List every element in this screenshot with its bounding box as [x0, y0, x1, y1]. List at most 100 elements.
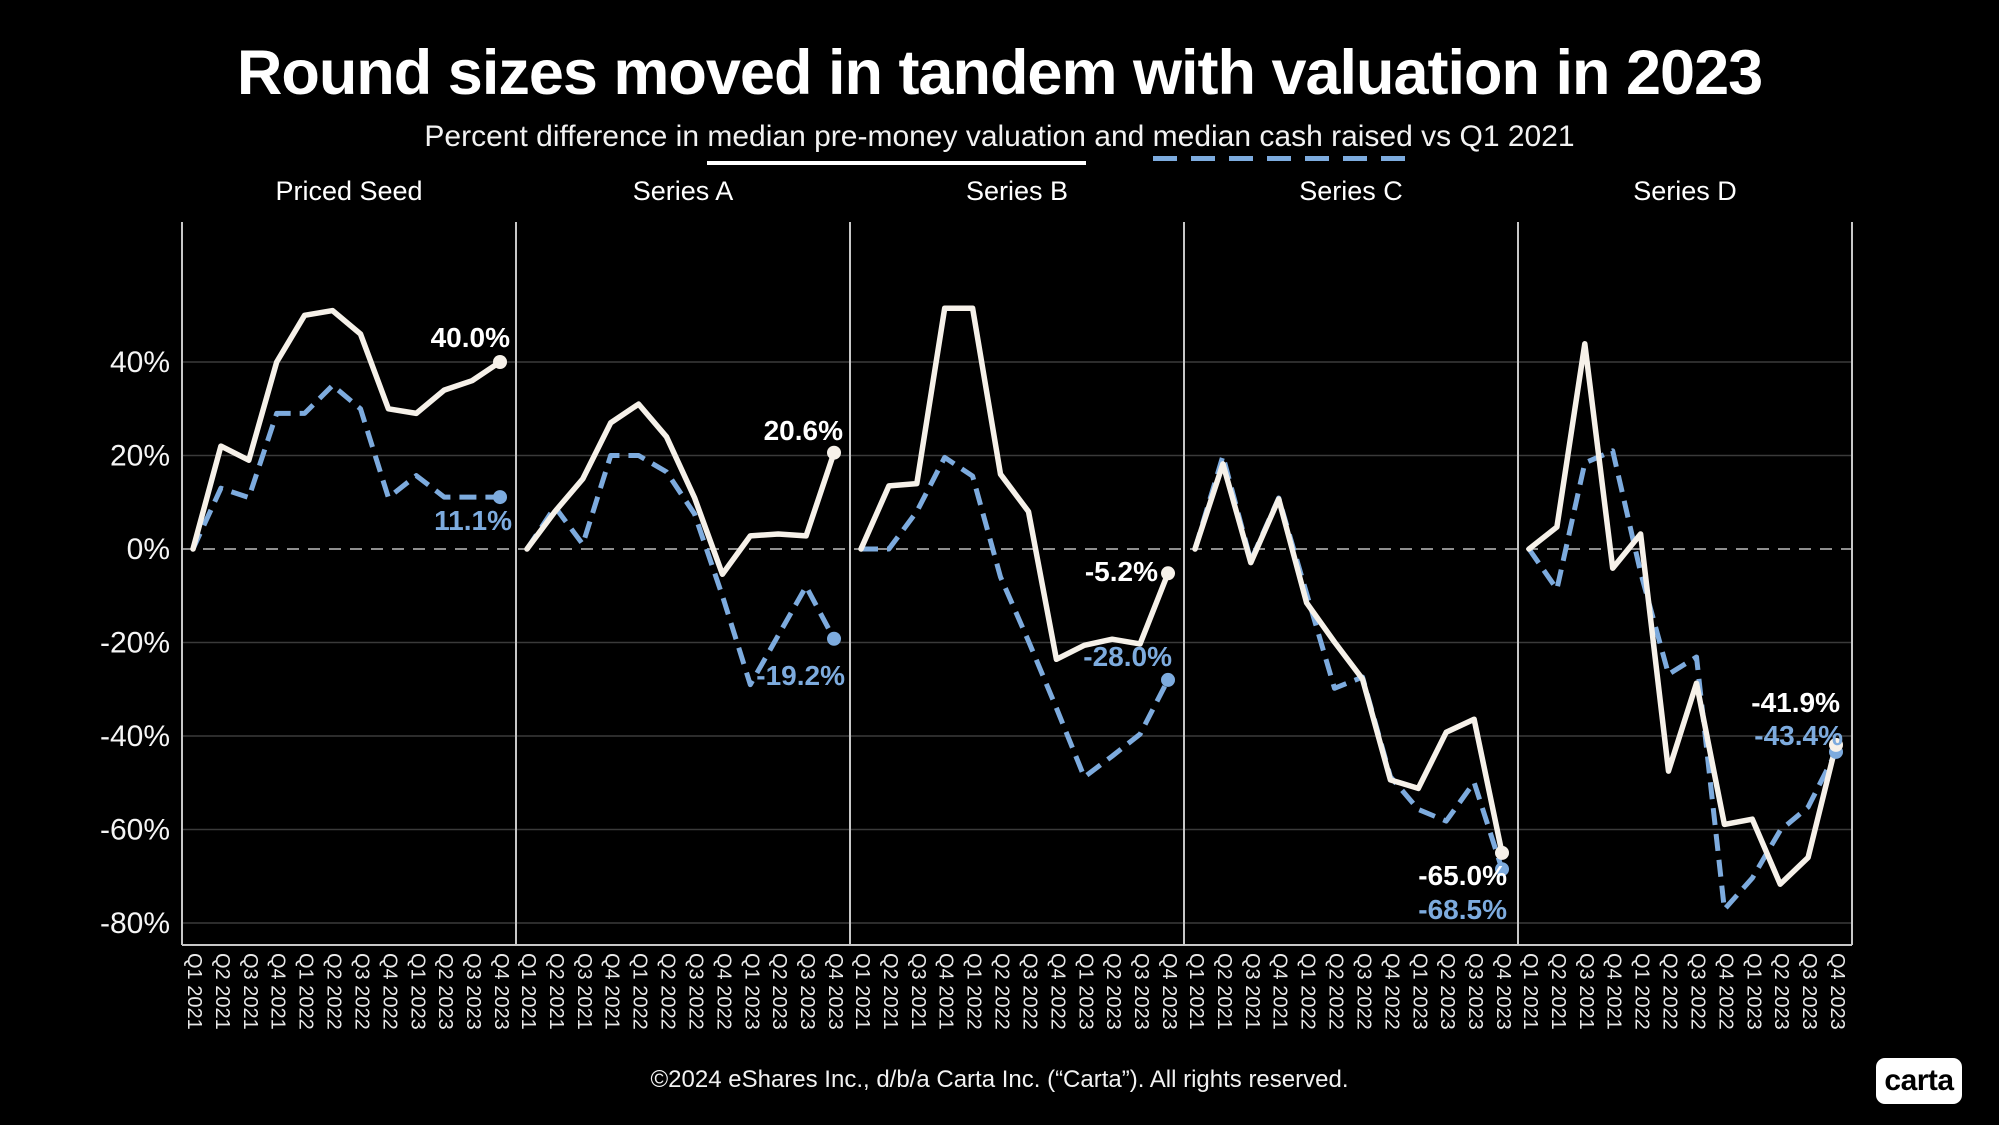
x-axis-tick-label: Q2 2021: [545, 953, 567, 1030]
x-axis-tick-label: Q4 2022: [1714, 953, 1736, 1030]
panel-title-series-c: Series C: [1299, 176, 1403, 206]
end-label-valuation-priced-seed: 40.0%: [431, 322, 510, 353]
x-axis-tick-label: Q2 2022: [1659, 953, 1681, 1030]
end-label-valuation-series-c: -65.0%: [1418, 860, 1507, 891]
end-label-cash-series-d: -43.4%: [1754, 720, 1843, 751]
series-cash-raised-priced-seed: [190, 382, 500, 551]
series-valuation-series-c: [1192, 461, 1505, 856]
x-axis-tick-label: Q3 2021: [907, 953, 929, 1030]
x-axis-tick-label: Q3 2021: [573, 953, 595, 1030]
x-axis-tick-label: Q1 2023: [740, 953, 762, 1030]
x-axis-tick-label: Q2 2023: [434, 953, 456, 1030]
x-axis-tick-label: Q3 2021: [239, 953, 261, 1030]
x-axis-tick-label: Q1 2023: [406, 953, 428, 1030]
x-axis-tick-label: Q1 2022: [629, 953, 651, 1030]
end-dot-valuation-series-b: [1161, 566, 1176, 581]
subtitle-valuation-term: median pre-money valuation: [707, 120, 1086, 166]
x-axis-tick-label: Q2 2023: [1436, 953, 1458, 1030]
end-label-valuation-series-d: -41.9%: [1751, 687, 1840, 718]
panel-title-series-b: Series B: [966, 176, 1068, 206]
x-axis-tick-label: Q4 2023: [1492, 953, 1514, 1030]
panel-title-priced-seed: Priced Seed: [275, 176, 422, 206]
x-axis-tick-label: Q4 2022: [1380, 953, 1402, 1030]
x-axis-tick-label: Q4 2023: [1158, 953, 1180, 1030]
y-axis-tick-label: 0%: [127, 533, 170, 566]
panel-title-series-d: Series D: [1633, 176, 1737, 206]
x-axis-tick-label: Q1 2021: [1519, 953, 1541, 1030]
end-label-cash-series-a: -19.2%: [756, 660, 845, 691]
end-dot-cash-series-c: [1495, 862, 1510, 877]
x-axis-tick-label: Q4 2021: [1269, 953, 1291, 1030]
x-axis-tick-label: Q3 2021: [1241, 953, 1263, 1030]
series-cash-raised-series-a: [524, 453, 837, 688]
x-axis-tick-label: Q3 2023: [1464, 953, 1486, 1030]
y-axis-tick-label: 40%: [110, 346, 170, 379]
header: Round sizes moved in tandem with valuati…: [0, 38, 1999, 166]
x-axis-tick-label: Q2 2021: [879, 953, 901, 1030]
series-valuation-series-d: [1526, 341, 1839, 887]
x-axis-tick-label: Q1 2021: [183, 953, 205, 1030]
x-axis-tick-label: Q1 2022: [1631, 953, 1653, 1030]
end-label-cash-priced-seed: 11.1%: [434, 505, 512, 536]
carta-logo-text: carta: [1884, 1064, 1954, 1097]
x-axis-tick-label: Q2 2022: [657, 953, 679, 1030]
series-valuation-series-a: [524, 401, 837, 577]
end-dot-valuation-series-a: [827, 445, 842, 460]
x-axis-tick-label: Q2 2023: [1102, 953, 1124, 1030]
x-axis-tick-label: Q1 2022: [295, 953, 317, 1030]
x-axis-tick-label: Q2 2021: [1547, 953, 1569, 1030]
x-axis-tick-label: Q3 2022: [1352, 953, 1374, 1030]
y-axis-tick-label: 20%: [110, 440, 170, 473]
end-dot-valuation-series-c: [1495, 845, 1510, 860]
x-axis-tick-label: Q3 2022: [1018, 953, 1040, 1030]
x-axis-tick-label: Q4 2023: [824, 953, 846, 1030]
subtitle-prefix: Percent difference in: [424, 120, 708, 154]
subtitle-middle: and: [1085, 120, 1153, 154]
series-valuation-priced-seed: [190, 307, 503, 552]
x-axis-tick-label: Q3 2022: [350, 953, 372, 1030]
end-label-cash-series-c: -68.5%: [1418, 894, 1507, 925]
x-axis-tick-label: Q3 2022: [1686, 953, 1708, 1030]
footer-copyright: ©2024 eShares Inc., d/b/a Carta Inc. (“C…: [650, 1066, 1349, 1093]
page-title: Round sizes moved in tandem with valuati…: [236, 38, 1763, 108]
end-dot-valuation-priced-seed: [493, 355, 508, 369]
x-axis-tick-label: Q4 2022: [378, 953, 400, 1030]
x-axis-tick-label: Q1 2023: [1742, 953, 1764, 1030]
end-dot-cash-priced-seed: [493, 490, 508, 505]
x-axis-tick-label: Q1 2021: [1185, 953, 1207, 1030]
x-axis-tick-label: Q2 2023: [1770, 953, 1792, 1030]
end-dot-valuation-series-d: [1829, 737, 1844, 752]
subtitle-suffix: vs Q1 2021: [1412, 120, 1575, 154]
x-axis-tick-label: Q3 2023: [796, 953, 818, 1030]
series-cash-raised-series-d: [1526, 448, 1839, 912]
x-axis-tick-label: Q4 2021: [1603, 953, 1625, 1030]
x-axis-tick-label: Q3 2023: [462, 953, 484, 1030]
x-axis-tick-label: Q1 2023: [1408, 953, 1430, 1030]
x-axis-tick-label: Q4 2022: [1046, 953, 1068, 1030]
subtitle-cash-term: median cash raised: [1152, 120, 1413, 162]
x-axis-tick-label: Q2 2022: [323, 953, 345, 1030]
x-axis-tick-label: Q1 2022: [963, 953, 985, 1030]
x-axis-tick-label: Q4 2023: [490, 953, 512, 1030]
end-label-cash-series-b: -28.0%: [1083, 641, 1172, 672]
x-axis-tick-label: Q1 2022: [1297, 953, 1319, 1030]
end-label-valuation-series-a: 20.6%: [764, 415, 843, 446]
x-axis-tick-label: Q3 2023: [1798, 953, 1820, 1030]
carta-logo: carta: [1876, 1058, 1962, 1104]
x-axis-tick-label: Q2 2021: [1213, 953, 1235, 1030]
x-axis-tick-label: Q2 2021: [211, 953, 233, 1030]
x-axis-tick-label: Q2 2022: [991, 953, 1013, 1030]
series-valuation-series-b: [858, 305, 1171, 663]
chart-subtitle: Percent difference in median pre-money v…: [0, 120, 1999, 166]
end-dot-cash-series-a: [827, 631, 842, 646]
x-axis-tick-label: Q4 2021: [935, 953, 957, 1030]
x-axis-tick-label: Q3 2023: [1130, 953, 1152, 1030]
x-axis-tick-label: Q4 2023: [1826, 953, 1848, 1030]
y-axis-tick-label: -60%: [100, 814, 170, 847]
x-axis-tick-label: Q4 2022: [712, 953, 734, 1030]
y-axis-tick-label: -20%: [100, 627, 170, 660]
x-axis-tick-label: Q4 2021: [267, 953, 289, 1030]
x-axis-tick-label: Q4 2021: [601, 953, 623, 1030]
end-dot-cash-series-b: [1161, 672, 1176, 687]
